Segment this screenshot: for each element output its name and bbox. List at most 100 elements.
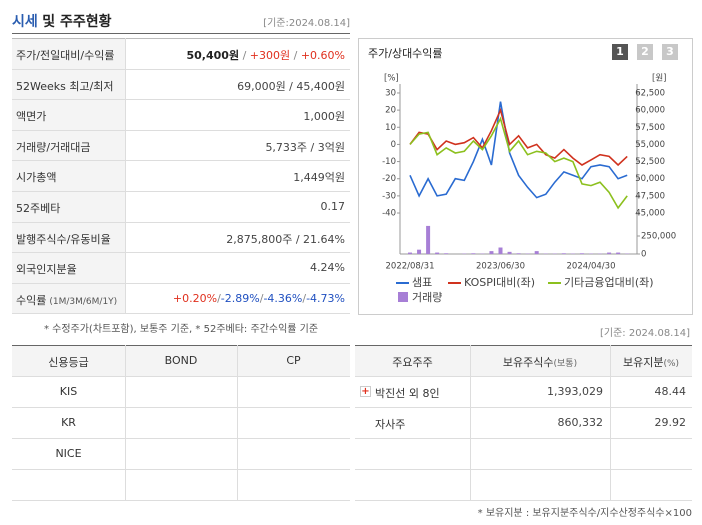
row-label: 수익률 (1M/3M/6M/1Y) (16, 292, 117, 308)
y2-tick-label: 55,000 (635, 140, 665, 150)
y-tick-label: -20 (382, 174, 396, 184)
value-part: -2.89% (220, 291, 260, 305)
volume-bar (507, 251, 512, 254)
legend-label: 기타금융업대비(좌) (564, 276, 654, 289)
row-line (12, 407, 350, 408)
value-part: / (239, 49, 250, 62)
label-text: 외국인지분율 (16, 263, 77, 277)
label-cell (12, 161, 125, 191)
value-part: / (217, 291, 221, 305)
credit-header: 신용등급 (48, 356, 89, 369)
value-part: -4.36% (263, 291, 303, 305)
col-line (470, 345, 471, 500)
legend-label: 샘표 (412, 276, 432, 289)
row-value: 4.24% (310, 261, 345, 274)
holder-name: 자사주 (375, 418, 406, 431)
y-axis-label: [%] (384, 74, 399, 84)
credit-agency: NICE (55, 447, 82, 460)
holder-pct: 48.44 (654, 385, 687, 398)
volume-bar (561, 253, 566, 254)
value-part: +0.60% (300, 49, 345, 62)
chart-date: [기준: 2024.08.14] (599, 328, 690, 339)
row-label: 52Weeks 최고/최저 (16, 78, 114, 94)
value-text: 2,875,800주 / 21.64% (226, 232, 345, 246)
volume-bar (534, 251, 539, 254)
row-line (12, 345, 350, 346)
y2-tick-label: 47,500 (635, 191, 665, 201)
title-main: 시세 (12, 14, 38, 30)
value-part: / (302, 291, 307, 305)
row-label: 외국인지분율 (16, 261, 77, 277)
volume-bar (435, 252, 440, 254)
label-cell (12, 253, 125, 283)
label-cell (12, 130, 125, 161)
row-line (12, 99, 350, 101)
title-rest: 및 주주현황 (42, 14, 112, 30)
row-label: 주가/전일대비/수익률 (16, 47, 115, 63)
value-part: / (290, 49, 301, 62)
holders-note: * 보유지분 : 보유지분주식수/지수산정주식수×100 (477, 508, 692, 519)
credit-header: BOND (164, 354, 198, 367)
row-line (355, 407, 692, 408)
row-value: 2,875,800주 / 21.64% (226, 231, 345, 247)
row-line (12, 129, 350, 131)
holder-shares: 860,332 (557, 416, 604, 429)
row-value: +0.20%/-2.89%/-4.36%/-4.73% (173, 292, 345, 305)
period-button[interactable]: 1 (612, 44, 628, 60)
period-button[interactable]: 3 (662, 44, 678, 60)
row-line (355, 500, 692, 501)
chart-panel (358, 38, 693, 315)
y2-axis-label: [원] (652, 74, 666, 84)
legend-label: KOSPI대비(좌) (464, 276, 535, 289)
row-value: 1,000원 (303, 108, 345, 124)
header-bg (12, 346, 350, 376)
row-line (12, 438, 350, 439)
row-line (355, 345, 692, 346)
holder-shares: 1,393,029 (547, 385, 603, 398)
label-cell (12, 192, 125, 222)
volume-bar (579, 253, 584, 254)
value-text: 5,733주 / 3억원 (265, 140, 345, 154)
legend-label: 거래량 (412, 291, 442, 304)
row-line (355, 376, 692, 377)
label-text: 액면가 (16, 110, 47, 124)
row-value: 1,449억원 (293, 169, 345, 185)
volume-tick-label: 0 (641, 250, 646, 260)
row-line (12, 313, 350, 315)
header-sub: (보통) (553, 359, 578, 369)
label-text: 주가/전일대비/수익률 (16, 49, 115, 62)
col-line (125, 345, 126, 500)
row-line (12, 376, 350, 377)
y2-tick-label: 60,000 (635, 106, 665, 116)
volume-bar (616, 252, 621, 254)
volume-bar (489, 251, 494, 254)
label-text: 시가총액 (16, 171, 57, 185)
y-tick-label: -30 (382, 191, 396, 201)
value-text: 1,000원 (303, 110, 345, 124)
row-line (12, 221, 350, 223)
row-label: 거래량/거래대금 (16, 139, 91, 155)
date: [기준:2024.08.14] (263, 18, 350, 29)
holders-header: 주요주주 (355, 354, 470, 370)
title-underline (12, 33, 350, 34)
value-part: / (259, 291, 264, 305)
series-line (409, 116, 628, 210)
row-line (12, 160, 350, 162)
expand-icon: + (360, 386, 371, 397)
volume-bar (408, 252, 412, 254)
row-value: 5,733주 / 3억원 (265, 139, 345, 155)
y2-tick-label: 50,000 (635, 174, 665, 184)
legend-swatch (398, 292, 408, 302)
series-line (409, 101, 628, 199)
volume-bar (607, 252, 612, 254)
period-button[interactable]: 2 (637, 44, 653, 60)
y2-tick-label: 57,500 (635, 123, 665, 133)
credit-agency: KR (61, 416, 76, 429)
row-line (355, 438, 692, 439)
value-text: 1,449억원 (293, 171, 345, 185)
col-line (125, 38, 126, 314)
header-text: 주요주주 (392, 356, 433, 369)
label-cell (12, 222, 125, 253)
row-value: 69,000원 / 45,400원 (237, 78, 345, 94)
